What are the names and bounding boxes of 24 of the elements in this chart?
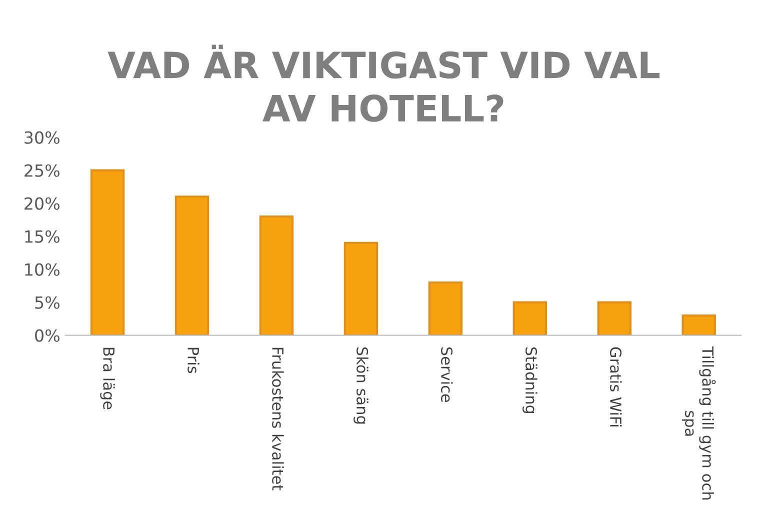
y-tick-label: 10%: [25, 263, 60, 276]
x-tick-label: Städning: [522, 347, 538, 414]
y-tick-label: 15%: [25, 230, 60, 243]
y-tick-label: 25%: [24, 164, 60, 177]
y-tick-label: 5%: [35, 296, 60, 309]
bar: [597, 301, 632, 336]
bar: [428, 281, 463, 336]
bar: [512, 301, 548, 336]
bar: [174, 196, 210, 336]
x-tick-label: Frukostens kvalitet: [272, 348, 284, 490]
bar: [344, 242, 378, 336]
bar: [259, 215, 294, 336]
y-tick-label: 30%: [24, 131, 60, 144]
y-tick-label: 0%: [35, 329, 60, 342]
bar: [90, 169, 125, 336]
x-tick-label: Skön säng: [354, 347, 368, 424]
chart-title: VAD ÄR VIKTIGAST VID VAL AV HOTELL?: [108, 44, 660, 122]
x-tick-label: Pris: [188, 348, 200, 374]
x-tick-label: Gratis WiFi: [610, 347, 622, 426]
x-tick-label: Bra läge: [100, 348, 115, 410]
x-tick-label: Service: [441, 347, 453, 402]
x-tick-label: Tillgång till gym och spa: [682, 346, 716, 500]
y-tick-label: 20%: [24, 197, 60, 210]
bar: [682, 314, 716, 336]
